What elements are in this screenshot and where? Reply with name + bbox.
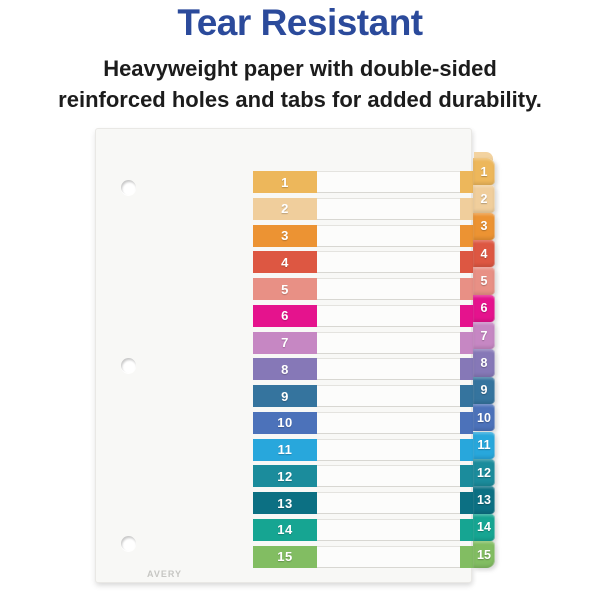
index-tab: 8 (473, 349, 495, 377)
subheadline: Heavyweight paper with double-sided rein… (0, 53, 600, 115)
row-number-block: 10 (253, 411, 317, 434)
divider-row: 12 (253, 465, 473, 488)
subheadline-line2: reinforced holes and tabs for added dura… (58, 87, 542, 113)
row-end-cap (460, 411, 473, 434)
headline: Tear Resistant (177, 2, 423, 43)
divider-row: 8 (253, 358, 473, 381)
row-end-cap (460, 518, 473, 541)
divider-page: 1 2 3 4 5 6 7 8 9 10 11 12 13 14 15 1 2 3 4 5 6 7 8 9 10 11 12 13 1… (95, 128, 495, 584)
index-tab: 11 (473, 431, 495, 459)
row-end-cap (460, 492, 473, 514)
divider-row: 14 (253, 518, 473, 541)
index-tab: 6 (473, 294, 495, 323)
index-tab: 12 (473, 458, 495, 487)
row-end-cap (460, 385, 473, 407)
row-end-cap (460, 224, 473, 247)
row-number-block: 7 (253, 331, 317, 354)
index-tab: 13 (473, 486, 495, 514)
row-number-block: 8 (253, 358, 317, 381)
avery-logo: AVERY (147, 569, 183, 579)
divider-row: 9 (253, 385, 473, 407)
index-tab: 2 (473, 185, 495, 213)
divider-row: 3 (253, 224, 473, 247)
row-end-cap (460, 251, 473, 274)
index-tab: 14 (473, 513, 495, 541)
row-number-block: 1 (253, 171, 317, 193)
row-number-block: 6 (253, 304, 317, 327)
divider-row: 6 (253, 304, 473, 327)
index-tab: 1 (473, 158, 495, 186)
row-end-cap (460, 545, 473, 568)
row-end-cap (460, 171, 473, 193)
row-number-block: 11 (253, 438, 317, 461)
subheadline-line1: Heavyweight paper with double-sided (103, 56, 497, 81)
index-tabs-container: 1 2 3 4 5 6 7 8 9 10 11 12 13 14 15 (96, 129, 506, 584)
index-tab: 7 (473, 322, 495, 350)
divider-row: 4 (253, 251, 473, 274)
row-number-block: 9 (253, 385, 317, 407)
row-end-cap (460, 358, 473, 381)
divider-row: 13 (253, 492, 473, 514)
punch-hole-top (121, 180, 136, 195)
index-tab: 4 (473, 240, 495, 268)
punch-hole-bottom (121, 536, 136, 551)
toc-rows-container: 1 2 3 4 5 6 7 8 9 10 11 12 13 14 15 (96, 129, 473, 584)
row-number-block: 13 (253, 492, 317, 514)
divider-row: 1 (253, 171, 473, 193)
divider-row: 15 (253, 545, 473, 568)
row-number-block: 15 (253, 545, 317, 568)
row-number-block: 4 (253, 251, 317, 274)
divider-row: 5 (253, 278, 473, 300)
index-tab: 10 (473, 404, 495, 432)
row-end-cap (460, 465, 473, 488)
divider-row: 2 (253, 197, 473, 220)
row-end-cap (460, 278, 473, 300)
row-end-cap (460, 331, 473, 354)
divider-row: 7 (253, 331, 473, 354)
index-tab: 15 (473, 540, 495, 569)
row-number-block: 12 (253, 465, 317, 488)
punch-hole-middle (121, 358, 136, 373)
index-tab: 5 (473, 267, 495, 295)
row-number-block: 2 (253, 197, 317, 220)
row-number-block: 5 (253, 278, 317, 300)
divider-row: 11 (253, 438, 473, 461)
row-number-block: 14 (253, 518, 317, 541)
row-end-cap (460, 438, 473, 461)
index-tab: 3 (473, 212, 495, 241)
index-tab: 9 (473, 376, 495, 405)
divider-row: 10 (253, 411, 473, 434)
row-end-cap (460, 197, 473, 220)
row-end-cap (460, 304, 473, 327)
banner-header: Tear Resistant Heavyweight paper with do… (0, 0, 600, 115)
row-number-block: 3 (253, 224, 317, 247)
